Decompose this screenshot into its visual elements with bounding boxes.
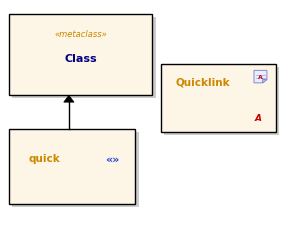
FancyBboxPatch shape: [12, 17, 156, 98]
Polygon shape: [254, 70, 267, 83]
Text: «metaclass»: «metaclass»: [54, 30, 107, 39]
Text: A: A: [258, 75, 263, 80]
Text: A: A: [255, 114, 262, 123]
FancyBboxPatch shape: [164, 67, 279, 135]
Polygon shape: [263, 79, 267, 83]
FancyBboxPatch shape: [12, 132, 139, 207]
FancyBboxPatch shape: [9, 129, 135, 204]
FancyBboxPatch shape: [161, 64, 276, 132]
Text: Quicklink: Quicklink: [175, 78, 230, 88]
Text: Class: Class: [64, 54, 97, 64]
FancyBboxPatch shape: [9, 14, 152, 95]
Text: quick: quick: [29, 154, 61, 164]
Text: «»: «»: [105, 154, 119, 164]
Polygon shape: [64, 95, 74, 102]
